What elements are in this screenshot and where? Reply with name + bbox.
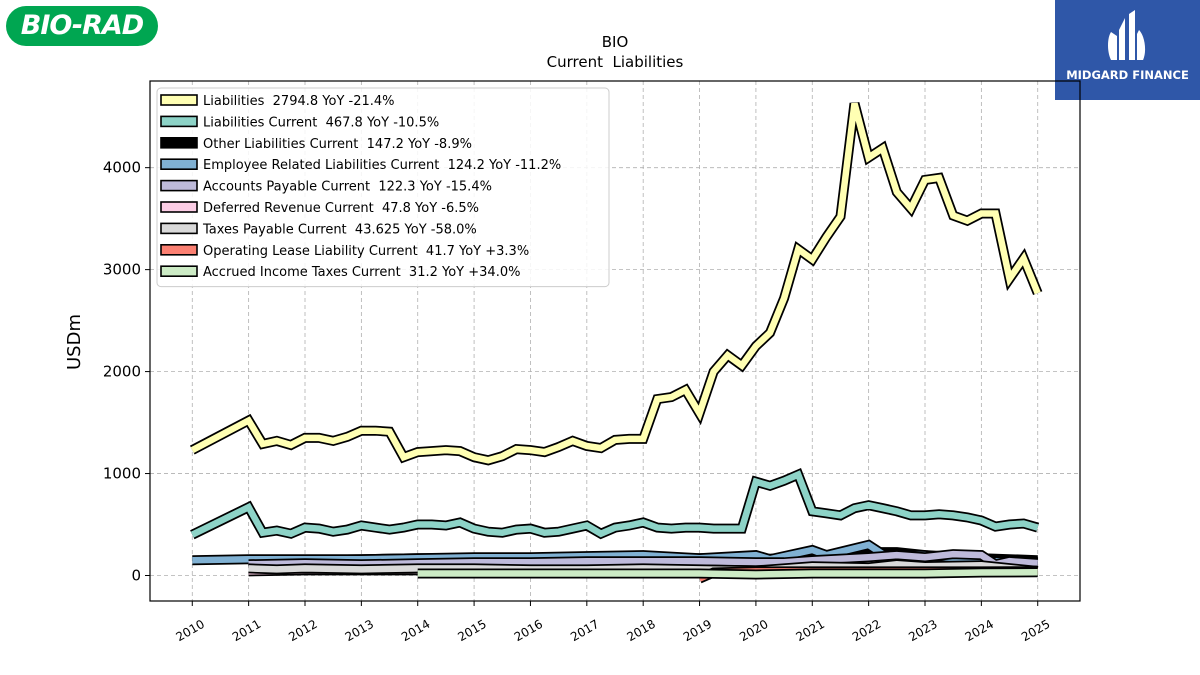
legend: Liabilities 2794.8 YoY -21.4% Liabilities… — [156, 87, 610, 288]
x-tick-label: 2023 — [906, 617, 939, 644]
x-tick-label: 2012 — [286, 617, 319, 644]
series-5 — [248, 549, 1039, 570]
legend-label: Operating Lease Liability Current 41.7 Y… — [203, 244, 529, 259]
legend-swatch — [160, 115, 198, 128]
x-tick-label: 2010 — [174, 617, 207, 644]
x-tick-label: 2018 — [624, 617, 657, 644]
x-tick-label: 2019 — [681, 617, 714, 644]
y-tick-label: 4000 — [103, 159, 141, 177]
y-tick-label: 2000 — [103, 363, 141, 381]
series-7 — [248, 559, 1039, 576]
chart-subtitle: Current Liabilities — [547, 53, 684, 71]
x-tick-label: 2014 — [399, 617, 432, 644]
x-tick-label: 2013 — [343, 617, 376, 644]
legend-swatch — [160, 201, 198, 213]
legend-swatch — [160, 222, 198, 235]
series-line — [190, 470, 1039, 538]
series-1 — [189, 102, 1043, 466]
legend-swatch — [160, 179, 198, 192]
legend-label: Liabilities 2794.8 YoY -21.4% — [203, 94, 395, 109]
legend-swatch — [160, 244, 198, 256]
legend-label: Employee Related Liabilities Current 124… — [203, 158, 561, 173]
y-tick-label: 0 — [131, 567, 141, 585]
x-tick-label: 2020 — [737, 617, 770, 644]
x-tick-label: 2025 — [1019, 617, 1052, 644]
x-tick-label: 2024 — [963, 617, 996, 644]
x-tick-label: 2016 — [512, 617, 545, 644]
legend-swatch — [160, 158, 198, 170]
y-axis-label: USDm — [64, 314, 85, 370]
legend-label: Deferred Revenue Current 47.8 YoY -6.5% — [203, 201, 479, 216]
chart-title: BIO — [602, 33, 629, 51]
legend-label: Taxes Payable Current 43.625 YoY -58.0% — [202, 222, 477, 237]
series-line — [190, 102, 1041, 464]
bio-rad-logo: BIO-RAD — [6, 6, 158, 46]
legend-swatch — [160, 137, 198, 149]
legend-label: Accrued Income Taxes Current 31.2 YoY +3… — [203, 265, 520, 280]
x-tick-label: 2011 — [230, 617, 263, 644]
midgard-finance-logo: MIDGARD FINANCE — [1055, 0, 1200, 100]
series-9 — [417, 567, 1038, 580]
midgard-emblem-icon — [1108, 10, 1146, 60]
plot-frame — [149, 80, 1081, 602]
midgard-logo-text: MIDGARD FINANCE — [1066, 68, 1189, 82]
legend-box — [156, 87, 610, 288]
x-tick-label: 2021 — [794, 617, 827, 644]
series-line — [248, 561, 1039, 575]
x-tick-label: 2015 — [455, 617, 488, 644]
x-tick-label: 2017 — [568, 617, 601, 644]
legend-label: Accounts Payable Current 122.3 YoY -15.4… — [203, 180, 492, 195]
series-group — [189, 102, 1043, 584]
y-tick-label: 1000 — [103, 465, 141, 483]
series-line — [417, 569, 1038, 578]
series-line — [248, 550, 1038, 568]
y-tick-label: 3000 — [103, 261, 141, 279]
legend-swatch — [160, 265, 198, 278]
legend-label: Liabilities Current 467.8 YoY -10.5% — [203, 115, 439, 130]
bio-rad-logo-text: BIO-RAD — [20, 10, 144, 41]
x-tick-label: 2022 — [850, 617, 883, 644]
legend-swatch — [160, 94, 198, 106]
series-2 — [190, 467, 1040, 540]
legend-label: Other Liabilities Current 147.2 YoY -8.9… — [203, 137, 472, 152]
